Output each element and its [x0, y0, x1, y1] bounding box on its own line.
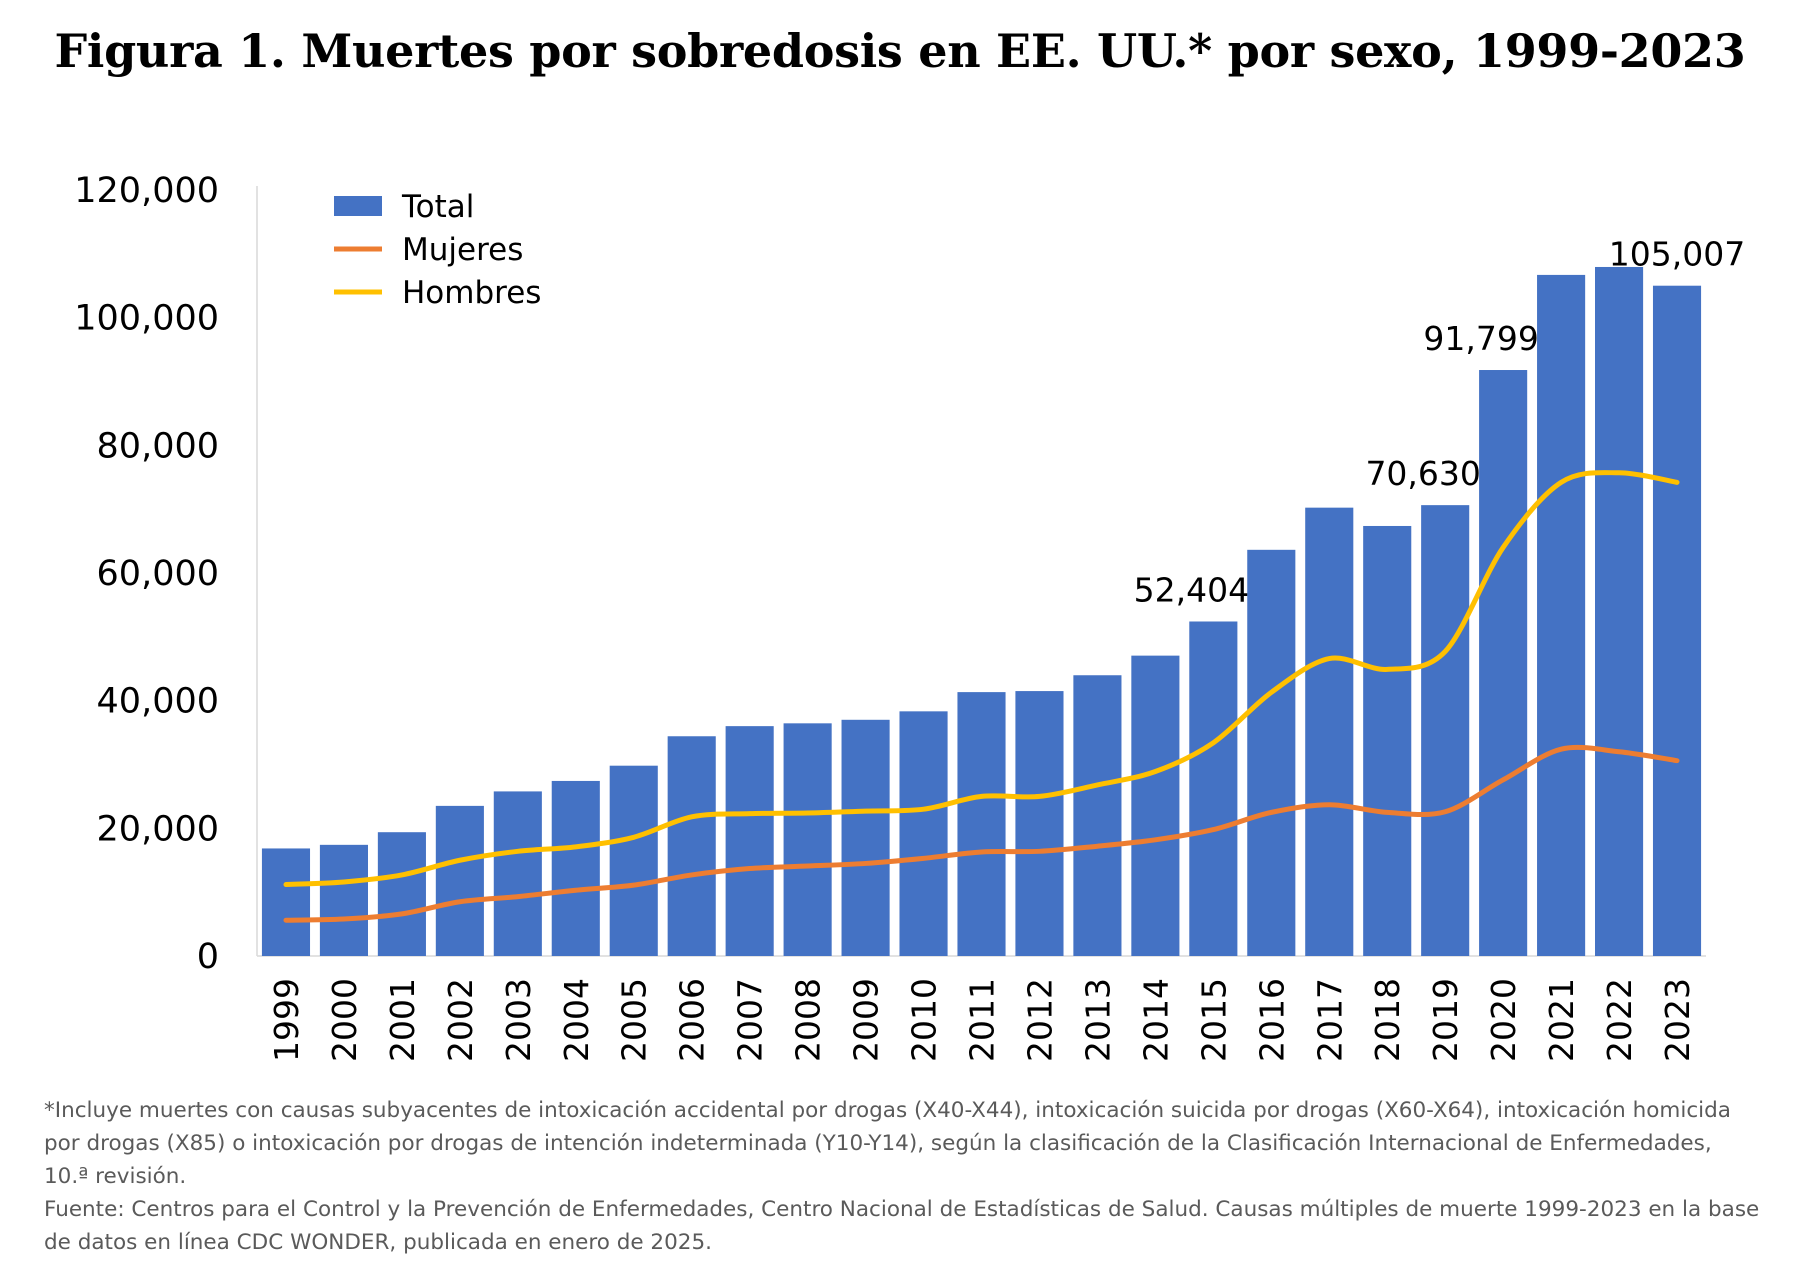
x-axis: 1999 2000 2001 2002 2003 2004 2005 2006 2007 2008…	[267, 978, 1697, 1062]
legend-label: Total	[401, 189, 474, 225]
data-label: 91,799	[1423, 319, 1538, 358]
legend-swatch-total	[334, 196, 382, 216]
x-tick-label: 2016	[1252, 978, 1291, 1062]
data-label: 70,630	[1365, 454, 1480, 493]
x-tick-label: 1999	[267, 978, 306, 1062]
legend: Total Mujeres Hombres	[334, 189, 541, 311]
bar-total	[319, 844, 368, 956]
bar-total	[1652, 285, 1702, 956]
bar-total	[667, 736, 716, 956]
legend-label: Hombres	[402, 275, 541, 311]
bar-total	[957, 692, 1006, 956]
bar-total	[493, 791, 542, 956]
x-tick-label: 2007	[731, 978, 770, 1062]
bar-total	[1189, 621, 1238, 956]
legend-label: Mujeres	[402, 232, 523, 268]
y-tick-label: 20,000	[97, 809, 219, 849]
x-tick-label: 2006	[673, 978, 712, 1062]
data-label: 52,404	[1134, 570, 1249, 609]
y-tick-label: 80,000	[97, 426, 219, 466]
chart-title: Figura 1. Muertes por sobredosis en EE. …	[54, 24, 1746, 78]
x-tick-label: 2019	[1426, 978, 1465, 1062]
y-tick-label: 60,000	[97, 554, 219, 594]
source-note: Fuente: Centros para el Control y la Pre…	[44, 1197, 1760, 1255]
x-tick-label: 2018	[1368, 978, 1407, 1062]
bar-total	[1131, 655, 1180, 956]
x-tick-label: 2020	[1484, 978, 1523, 1062]
x-tick-label: 2021	[1542, 978, 1581, 1062]
x-tick-label: 2003	[499, 978, 538, 1062]
bar-total	[841, 719, 890, 956]
bar-total	[1015, 691, 1064, 956]
notes: *Incluye muertes con causas subyacentes …	[44, 1094, 1760, 1259]
y-tick-label: 40,000	[97, 682, 219, 722]
x-tick-label: 2005	[615, 978, 654, 1062]
bar-total	[435, 805, 484, 956]
x-tick-label: 2011	[963, 978, 1002, 1062]
bar-total	[1305, 507, 1354, 956]
line-hombres	[283, 470, 1680, 888]
bar-total	[899, 711, 948, 956]
data-label: 105,007	[1609, 235, 1745, 274]
x-tick-label: 2023	[1658, 978, 1697, 1062]
overdose-chart: 020,00040,00060,00080,000100,000120,000 …	[74, 171, 1746, 1062]
bars	[261, 266, 1702, 957]
y-tick-label: 120,000	[74, 171, 219, 211]
x-tick-label: 2002	[441, 978, 480, 1062]
x-tick-label: 2000	[325, 978, 364, 1062]
y-axis: 0 20,000 40,000 60,000 80,000 100,000 120,000	[74, 171, 219, 977]
bar-total	[1247, 549, 1296, 956]
x-tick-label: 2012	[1020, 978, 1059, 1062]
x-tick-label: 2008	[789, 978, 828, 1062]
x-tick-label: 2001	[383, 978, 422, 1062]
bar-total	[377, 832, 426, 956]
data-labels: 52,404 70,630 91,799 105,007	[1134, 235, 1746, 610]
y-tick-label: 100,000	[74, 299, 219, 339]
x-tick-label: 2010	[905, 978, 944, 1062]
x-tick-label: 2017	[1310, 978, 1349, 1062]
bar-total	[551, 780, 600, 956]
x-tick-label: 2013	[1078, 978, 1117, 1062]
footnote: *Incluye muertes con causas subyacentes …	[44, 1098, 1731, 1189]
bar-total	[1479, 370, 1528, 957]
x-tick-label: 2022	[1600, 978, 1639, 1062]
line-mujeres	[283, 744, 1680, 923]
x-tick-label: 2015	[1194, 978, 1233, 1062]
x-tick-label: 2009	[847, 978, 886, 1062]
y-tick-label: 0	[197, 937, 219, 977]
bar-total	[783, 723, 832, 956]
bar-total	[261, 848, 311, 956]
x-tick-label: 2014	[1136, 978, 1175, 1062]
bar-total	[1595, 266, 1644, 956]
bar-total	[1421, 505, 1470, 956]
bar-total	[725, 726, 774, 956]
bar-total	[1537, 274, 1586, 956]
bar-total	[609, 765, 658, 956]
bar-total	[1363, 525, 1412, 956]
bar-total	[1073, 675, 1122, 956]
x-tick-label: 2004	[557, 978, 596, 1062]
lines	[283, 470, 1680, 923]
